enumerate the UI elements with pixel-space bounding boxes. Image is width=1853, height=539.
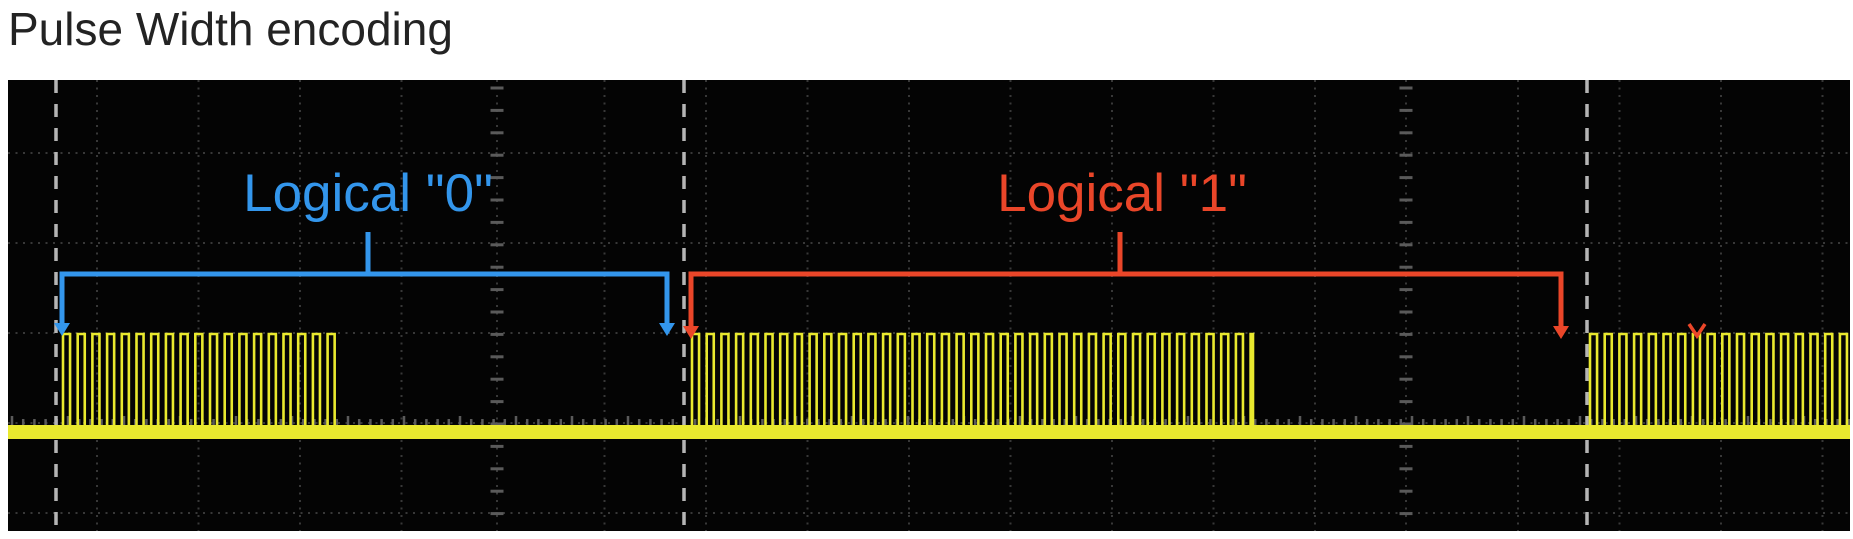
down-arrowhead (659, 323, 675, 336)
signal-baseline (8, 425, 1850, 439)
logical-0-bracket (54, 232, 675, 336)
waveform-canvas (8, 80, 1850, 531)
graticule (8, 80, 1850, 531)
down-arrowhead (1553, 326, 1569, 339)
page-title: Pulse Width encoding (8, 3, 453, 55)
red-tick-marker (1687, 323, 1707, 340)
pulse-burst (61, 332, 343, 433)
logical-1-bracket (683, 232, 1569, 339)
logical-1-label: Logical "1" (997, 164, 1247, 223)
pulse-burst (690, 332, 1255, 433)
pulse-burst (1588, 332, 1850, 433)
down-arrowhead (683, 326, 699, 339)
logical-0-label: Logical "0" (243, 164, 493, 223)
oscilloscope-panel (8, 80, 1850, 531)
down-arrowhead (54, 323, 70, 336)
waveform-trace (8, 332, 1850, 439)
